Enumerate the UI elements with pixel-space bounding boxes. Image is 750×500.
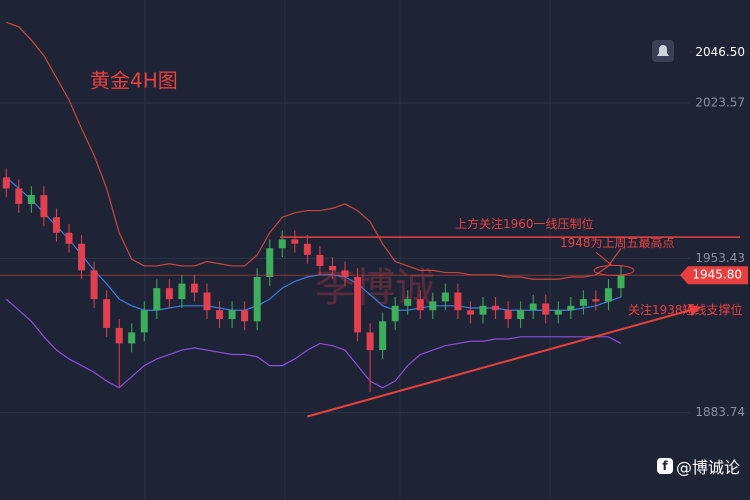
candle-body: [153, 288, 161, 311]
candle-body: [567, 305, 575, 311]
candle-body: [366, 332, 374, 351]
candle-body: [178, 283, 186, 300]
candle-body: [303, 243, 311, 255]
candle-body: [216, 310, 224, 320]
middle-band: [5, 176, 622, 311]
footer: f @博诚论: [656, 454, 740, 478]
candle-body: [40, 195, 48, 218]
lower-band: [5, 298, 622, 389]
candle-body: [253, 277, 261, 322]
candle-body: [592, 299, 600, 302]
candle-body: [429, 301, 437, 311]
high-arrow: [595, 251, 613, 266]
candle-body: [27, 195, 35, 204]
logo: f: [656, 458, 673, 474]
y-tick-label: 2046.50: [695, 45, 745, 59]
candle-body: [165, 288, 173, 300]
candle-body: [291, 239, 299, 244]
support-arrowhead: [688, 304, 702, 317]
candle-body: [579, 299, 587, 306]
candle-body: [492, 305, 500, 311]
candle-body: [90, 270, 98, 300]
candle-body: [454, 292, 462, 311]
upper-band: [6, 21, 622, 280]
candle-body: [190, 283, 198, 293]
last-price-label: 1945.80: [692, 268, 742, 282]
candle-body: [341, 270, 349, 278]
candle-body: [441, 292, 449, 302]
candle-body: [404, 299, 412, 306]
candle-body: [2, 177, 10, 189]
candle-body: [604, 288, 612, 302]
v-grid: [144, 0, 551, 500]
candle-body: [65, 232, 73, 244]
candle-body: [529, 303, 537, 311]
candle-body: [391, 305, 399, 322]
y-tick-label: 2023.57: [695, 96, 745, 110]
y-tick-label: 1883.74: [695, 405, 745, 419]
bell-icon: [652, 40, 674, 62]
candle-body: [517, 310, 525, 320]
candle-body: [316, 254, 324, 266]
candle-body: [466, 310, 474, 315]
candle-body: [542, 303, 550, 315]
support-line: [307, 309, 691, 418]
resistance-note: 上方关注1960一线压制位: [455, 217, 594, 232]
y-tick-label: 1953.43: [695, 251, 745, 265]
high-note: 1948为上周五最高点: [560, 236, 675, 251]
candle-body: [328, 265, 336, 271]
last-price-badge: [680, 266, 748, 285]
candle-body: [554, 310, 562, 315]
candle-body: [78, 243, 86, 271]
candle-body: [479, 305, 487, 315]
candle-body: [379, 321, 387, 351]
candle-body: [241, 310, 249, 322]
candle-body: [115, 327, 123, 344]
chart-title: 黄金4H图: [90, 69, 178, 93]
candle-body: [228, 310, 236, 320]
candle-body: [504, 310, 512, 320]
candle-body: [278, 239, 286, 249]
candle-body: [128, 332, 136, 344]
candle-body: [103, 299, 111, 328]
candle-body: [617, 274, 625, 289]
watermark: 李博诚: [315, 265, 435, 311]
high-marker: [593, 264, 635, 276]
candle-body: [416, 299, 424, 311]
candle-body: [15, 188, 23, 204]
candle-body: [203, 292, 211, 311]
support-note: 关注1938短线支撑位: [628, 303, 743, 318]
candle-body: [52, 217, 60, 233]
footer-text: @博诚论: [675, 458, 740, 477]
candle-body: [354, 277, 362, 333]
candle-body: [140, 310, 148, 333]
candle-body: [266, 248, 274, 278]
